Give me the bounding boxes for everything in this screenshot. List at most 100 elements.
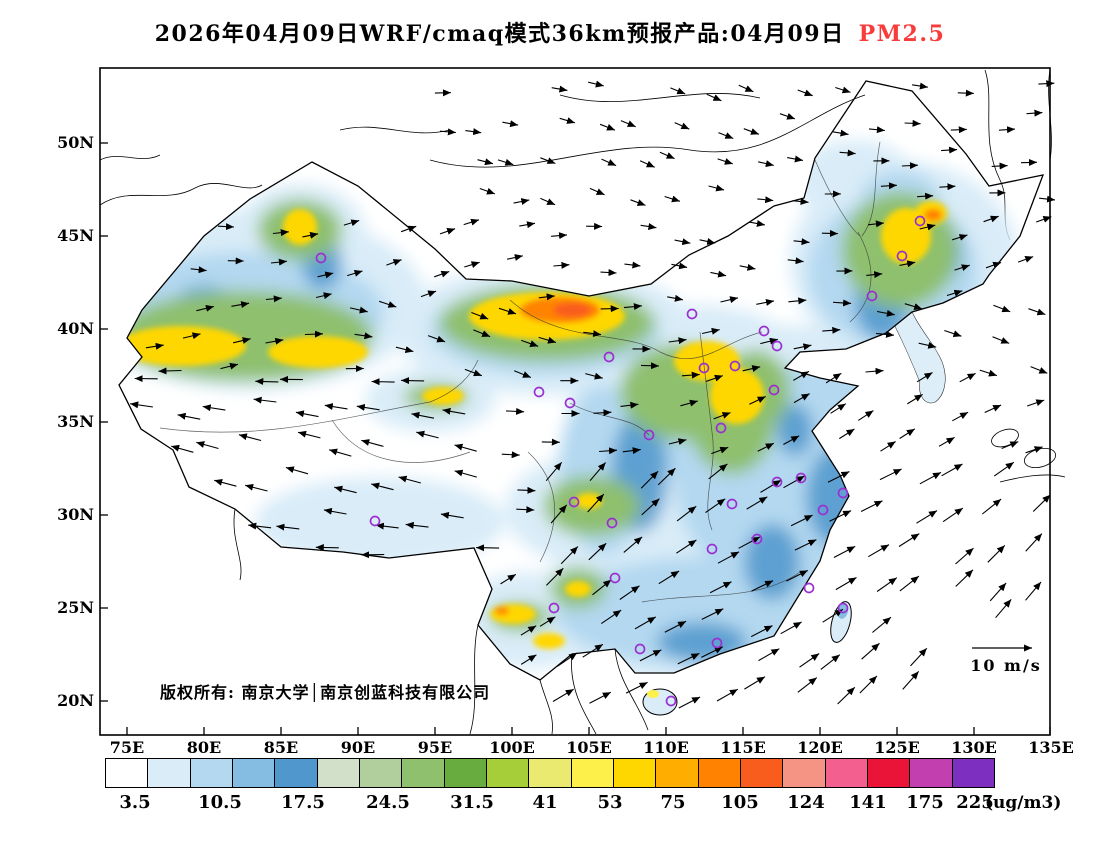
wind-arrow [538, 293, 555, 301]
wind-arrow [919, 471, 942, 485]
wind-arrow [1038, 80, 1055, 88]
wind-arrow [876, 330, 895, 338]
wind-arrow [304, 330, 323, 338]
lon-label: 130E [951, 738, 997, 757]
wind-arrow [902, 671, 920, 690]
wind-arrow [405, 521, 429, 529]
wind-arrow [952, 234, 968, 241]
korea-fill [895, 312, 946, 403]
wind-arrow [497, 158, 514, 166]
lon-label: 75E [109, 738, 145, 757]
colorbar-tick-label: 105 [721, 792, 759, 813]
wind-arrow [255, 378, 279, 386]
wind-arrow [793, 238, 810, 246]
lat-label: 25N [57, 598, 94, 617]
wind-arrow [347, 269, 363, 277]
wind-arrow [634, 616, 657, 630]
path-graphic [569, 402, 650, 436]
wind-arrow [839, 149, 856, 157]
china-outline [118, 80, 1045, 681]
colorbar-segment [148, 759, 191, 787]
city-marker [643, 429, 655, 441]
wind-arrow [941, 146, 958, 154]
wind-arrow [434, 270, 450, 278]
wind-arrow [588, 542, 607, 561]
ellipse-graphic [490, 604, 536, 624]
wind-arrow [750, 625, 773, 638]
wind-arrow [859, 675, 878, 694]
wind-arrow [599, 447, 618, 455]
wind-arrow [232, 337, 251, 344]
wind-arrow [540, 157, 556, 165]
wind-arrow [954, 264, 970, 271]
colorbar-segment [275, 759, 318, 787]
wind-arrow [323, 507, 347, 515]
colorbar-tick-label: 41 [532, 792, 558, 813]
wind-arrow [130, 401, 153, 409]
path-graphic [814, 159, 861, 237]
wind-arrow [989, 582, 1007, 602]
wind-arrow [709, 581, 732, 594]
wind-arrow [756, 298, 775, 306]
wind-arrow [780, 621, 802, 635]
wind-arrow [995, 599, 1012, 619]
colorbar-segment [783, 759, 826, 787]
pollutant-label: PM2.5 [858, 21, 946, 47]
wind-arrow [545, 461, 563, 482]
path-graphic [99, 183, 263, 206]
city-marker [817, 504, 829, 516]
wind-arrow [582, 643, 604, 658]
wind-arrow [354, 332, 373, 340]
wind-arrow [876, 577, 898, 592]
path-graphic [641, 571, 801, 603]
wind-arrow [196, 304, 215, 312]
lon-label: 85E [263, 738, 299, 757]
wind-arrow [738, 536, 761, 549]
ellipse-graphic [744, 524, 800, 600]
ellipse-graphic [576, 493, 602, 509]
colorbar-tick-label: 175 [906, 792, 944, 813]
wind-arrow [739, 263, 756, 271]
ellipse-graphic [674, 341, 740, 381]
wind-arrow [713, 412, 731, 420]
city-marker [729, 360, 741, 372]
city-marker [837, 487, 849, 499]
lat-label: 35N [57, 412, 94, 431]
path-graphic [159, 401, 431, 433]
wind-arrow [865, 367, 884, 375]
wind-arrow [837, 686, 856, 705]
path-graphic [527, 451, 555, 563]
city-marker [795, 472, 807, 484]
wind-arrow [506, 407, 525, 415]
wind-arrow [786, 569, 809, 582]
colorbar-segment [190, 759, 233, 787]
colorbar-segment [402, 759, 445, 787]
wind-arrow [987, 545, 1006, 563]
wind-arrow [600, 609, 622, 625]
wind-arrow [379, 300, 397, 308]
wind-arrow [587, 493, 605, 513]
wind-arrow [760, 337, 778, 345]
wind-arrow [757, 442, 775, 452]
city-marker [369, 515, 381, 527]
wind-vector-field [130, 80, 1056, 709]
lon-label: 110E [643, 738, 689, 757]
wind-arrow [315, 543, 339, 551]
wind-arrow [706, 93, 722, 102]
wind-arrow [701, 327, 720, 335]
path-graphic [861, 141, 881, 237]
wind-arrow [297, 430, 321, 439]
city-marker [837, 602, 849, 614]
wind-arrow [979, 369, 998, 377]
wind-arrow [1036, 216, 1052, 223]
wind-arrow [506, 254, 523, 261]
colorbar [105, 758, 995, 788]
wind-arrow [742, 365, 761, 372]
wind-arrow [674, 238, 691, 246]
wind-arrow [993, 461, 1015, 477]
wind-arrow [398, 475, 421, 484]
wind-arrow [876, 309, 895, 317]
wind-arrow [559, 117, 576, 124]
ellipse-graphic [553, 303, 591, 317]
wind-arrow [788, 297, 807, 305]
